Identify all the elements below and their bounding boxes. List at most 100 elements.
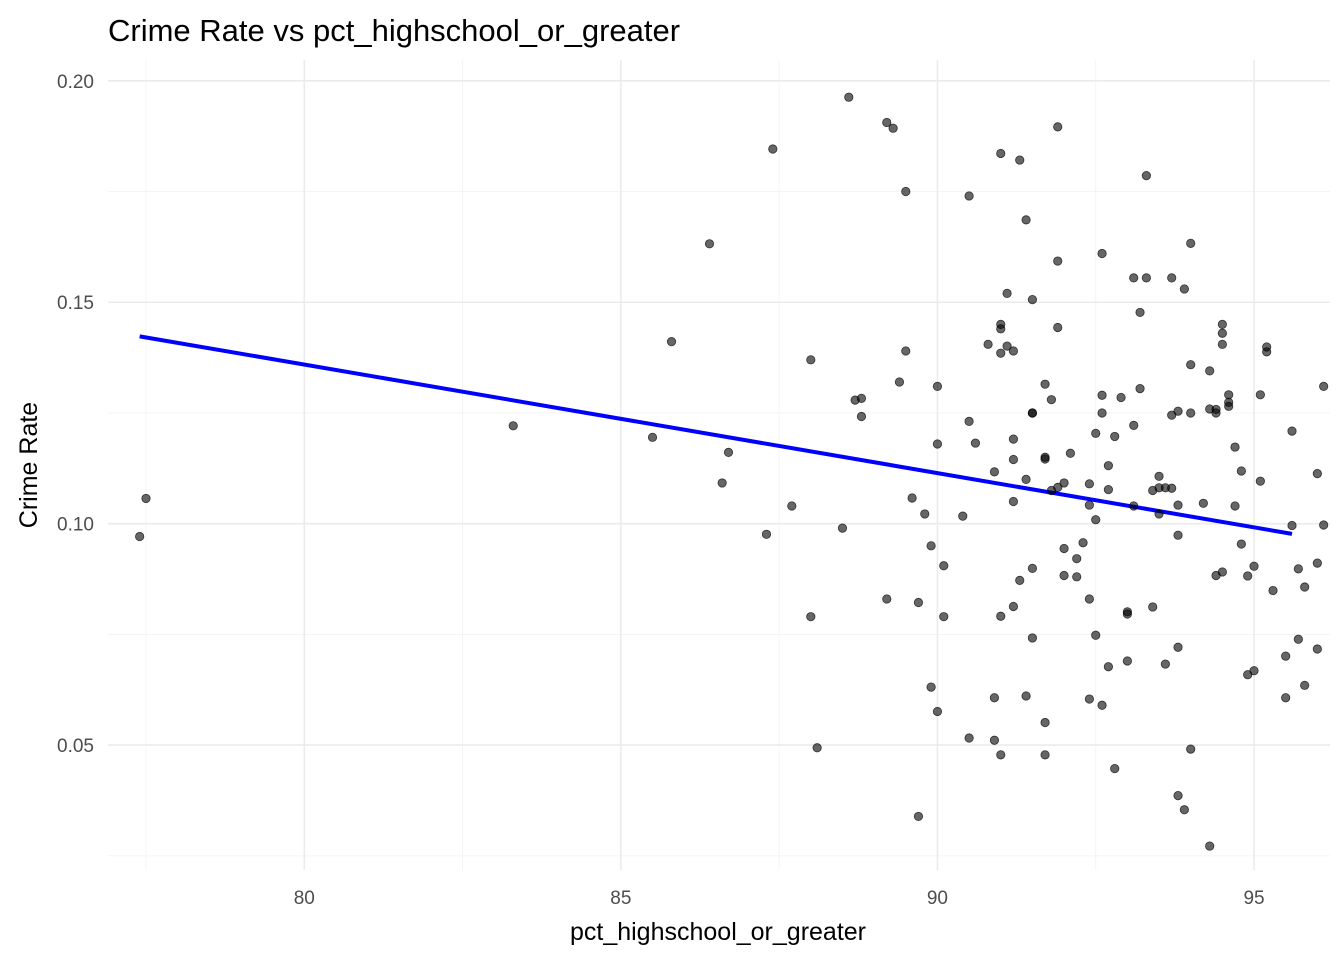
trend-line	[139, 334, 1293, 536]
data-point	[907, 493, 917, 503]
data-point	[806, 355, 816, 365]
data-point	[1040, 750, 1050, 760]
data-point	[768, 144, 778, 154]
data-point	[1129, 273, 1139, 283]
data-point	[996, 611, 1006, 621]
data-point	[996, 148, 1006, 159]
data-point	[964, 191, 974, 201]
data-point	[901, 186, 911, 197]
data-point	[844, 92, 854, 102]
data-point	[1027, 408, 1038, 418]
data-point	[1097, 408, 1107, 418]
data-point	[983, 339, 993, 349]
data-point	[1097, 700, 1107, 710]
data-point	[508, 421, 518, 431]
data-point	[1084, 594, 1094, 604]
data-point	[1015, 155, 1025, 165]
data-point	[964, 733, 974, 743]
data-point	[1008, 496, 1019, 507]
y-tick-label: 0.05	[57, 736, 94, 757]
data-point	[1015, 575, 1025, 585]
data-point	[1040, 379, 1050, 389]
data-point	[1173, 790, 1183, 801]
data-point	[717, 478, 727, 488]
data-point	[996, 750, 1006, 760]
data-point	[1281, 693, 1291, 703]
data-point	[882, 594, 892, 604]
data-point	[761, 529, 772, 539]
data-point	[1312, 644, 1322, 654]
data-point	[1122, 607, 1132, 617]
data-point	[1103, 484, 1113, 495]
data-point	[806, 612, 816, 622]
data-point	[1268, 585, 1278, 596]
data-point	[1198, 498, 1208, 508]
data-point	[1084, 500, 1094, 510]
data-point	[1300, 680, 1310, 690]
x-tick-label: 85	[610, 888, 631, 909]
trend-line-layer	[139, 334, 1293, 536]
data-point	[913, 811, 924, 822]
data-point	[926, 541, 936, 551]
data-point	[920, 509, 930, 519]
data-point	[901, 346, 911, 356]
data-point	[135, 531, 145, 542]
data-point	[1078, 538, 1088, 548]
data-point	[1281, 651, 1291, 661]
data-point	[856, 393, 867, 403]
data-point	[1319, 520, 1329, 530]
data-point	[1179, 805, 1189, 815]
data-point	[1135, 307, 1145, 318]
data-point	[1027, 563, 1038, 574]
data-point	[1287, 426, 1297, 436]
data-point	[964, 416, 974, 426]
data-point	[1236, 466, 1246, 476]
data-point	[1065, 448, 1076, 458]
points-layer	[135, 92, 1329, 851]
x-tick-label: 90	[927, 888, 948, 909]
data-point	[913, 597, 924, 608]
data-point	[1217, 328, 1227, 338]
data-point	[1217, 319, 1227, 329]
data-point	[1091, 428, 1101, 438]
data-point	[1300, 582, 1310, 592]
data-point	[1262, 347, 1272, 357]
y-axis-title: Crime Rate	[15, 402, 43, 528]
data-point	[989, 467, 1000, 477]
data-point	[1002, 341, 1012, 351]
x-axis-title: pct_highschool_or_greater	[570, 918, 866, 946]
data-point	[894, 377, 905, 387]
data-point	[1072, 554, 1082, 564]
data-point	[723, 447, 734, 457]
data-point	[1154, 509, 1164, 519]
data-point	[939, 612, 949, 622]
data-point	[926, 682, 936, 692]
data-point	[1135, 384, 1145, 394]
data-point	[1186, 744, 1196, 754]
data-point	[1097, 248, 1107, 259]
data-point	[856, 411, 867, 422]
data-point	[1167, 273, 1177, 283]
data-point	[932, 706, 943, 717]
data-point	[1091, 630, 1101, 640]
data-point	[1211, 404, 1221, 415]
data-point	[1160, 659, 1170, 669]
data-point	[1053, 482, 1063, 492]
data-point	[1027, 633, 1038, 643]
data-point	[1173, 500, 1183, 510]
data-point	[837, 523, 848, 533]
data-point	[1110, 763, 1120, 774]
data-point	[1008, 346, 1019, 356]
data-point	[1008, 601, 1019, 612]
data-point	[1040, 454, 1050, 464]
data-point	[1084, 479, 1094, 489]
data-point	[812, 743, 822, 753]
data-point	[1230, 442, 1240, 452]
data-point	[1224, 401, 1234, 411]
data-point	[1110, 431, 1120, 442]
data-point	[1293, 634, 1303, 644]
data-point	[1040, 717, 1050, 728]
data-point	[996, 319, 1006, 329]
data-point	[1217, 567, 1227, 577]
